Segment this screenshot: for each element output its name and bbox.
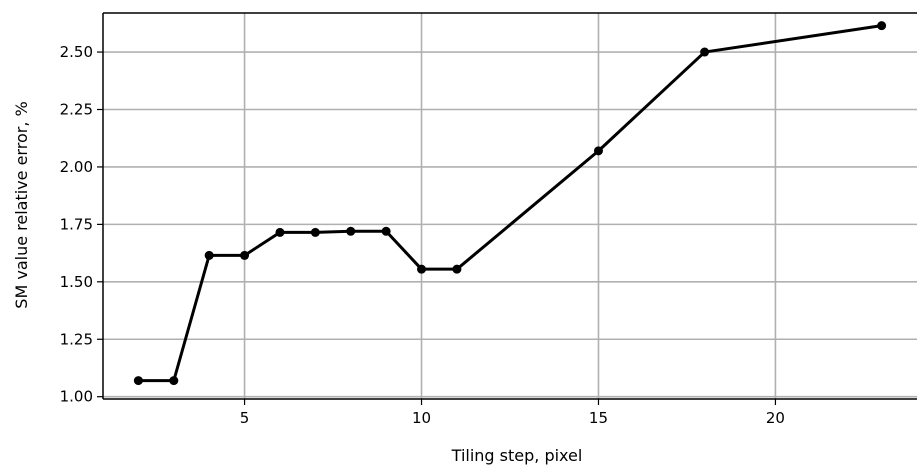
y-tick-label: 2.50 [60, 43, 93, 61]
data-point [381, 226, 391, 236]
x-tick-label: 5 [240, 409, 250, 427]
x-axis-label: Tiling step, pixel [451, 446, 583, 465]
data-point [877, 21, 887, 31]
y-tick-label: 2.25 [60, 101, 93, 119]
data-point [240, 250, 250, 260]
data-point [310, 227, 320, 237]
data-point [275, 227, 285, 237]
data-point [593, 146, 603, 156]
ticks: 5 10 15 20 1.00 1.25 1.50 1.75 2.00 2.25 2.50 [60, 43, 785, 427]
y-tick-label: 1.25 [60, 330, 93, 348]
data-point [417, 264, 427, 274]
series-group [133, 21, 887, 386]
x-tick-label: 15 [589, 409, 608, 427]
axes [102, 12, 917, 400]
grid [103, 13, 917, 399]
data-point [169, 376, 179, 386]
x-tick-label: 20 [766, 409, 785, 427]
x-tick-label: 10 [412, 409, 431, 427]
series-line [138, 24, 882, 383]
y-tick-label: 2.00 [60, 158, 93, 176]
data-point [133, 376, 143, 386]
data-point [452, 264, 462, 274]
data-point [346, 226, 356, 236]
y-tick-label: 1.50 [60, 273, 93, 291]
y-axis-label: SM value relative error, % [12, 101, 31, 308]
y-tick-label: 1.75 [60, 215, 93, 233]
data-point [700, 47, 710, 57]
y-tick-label: 1.00 [60, 388, 93, 406]
data-point [204, 250, 214, 260]
